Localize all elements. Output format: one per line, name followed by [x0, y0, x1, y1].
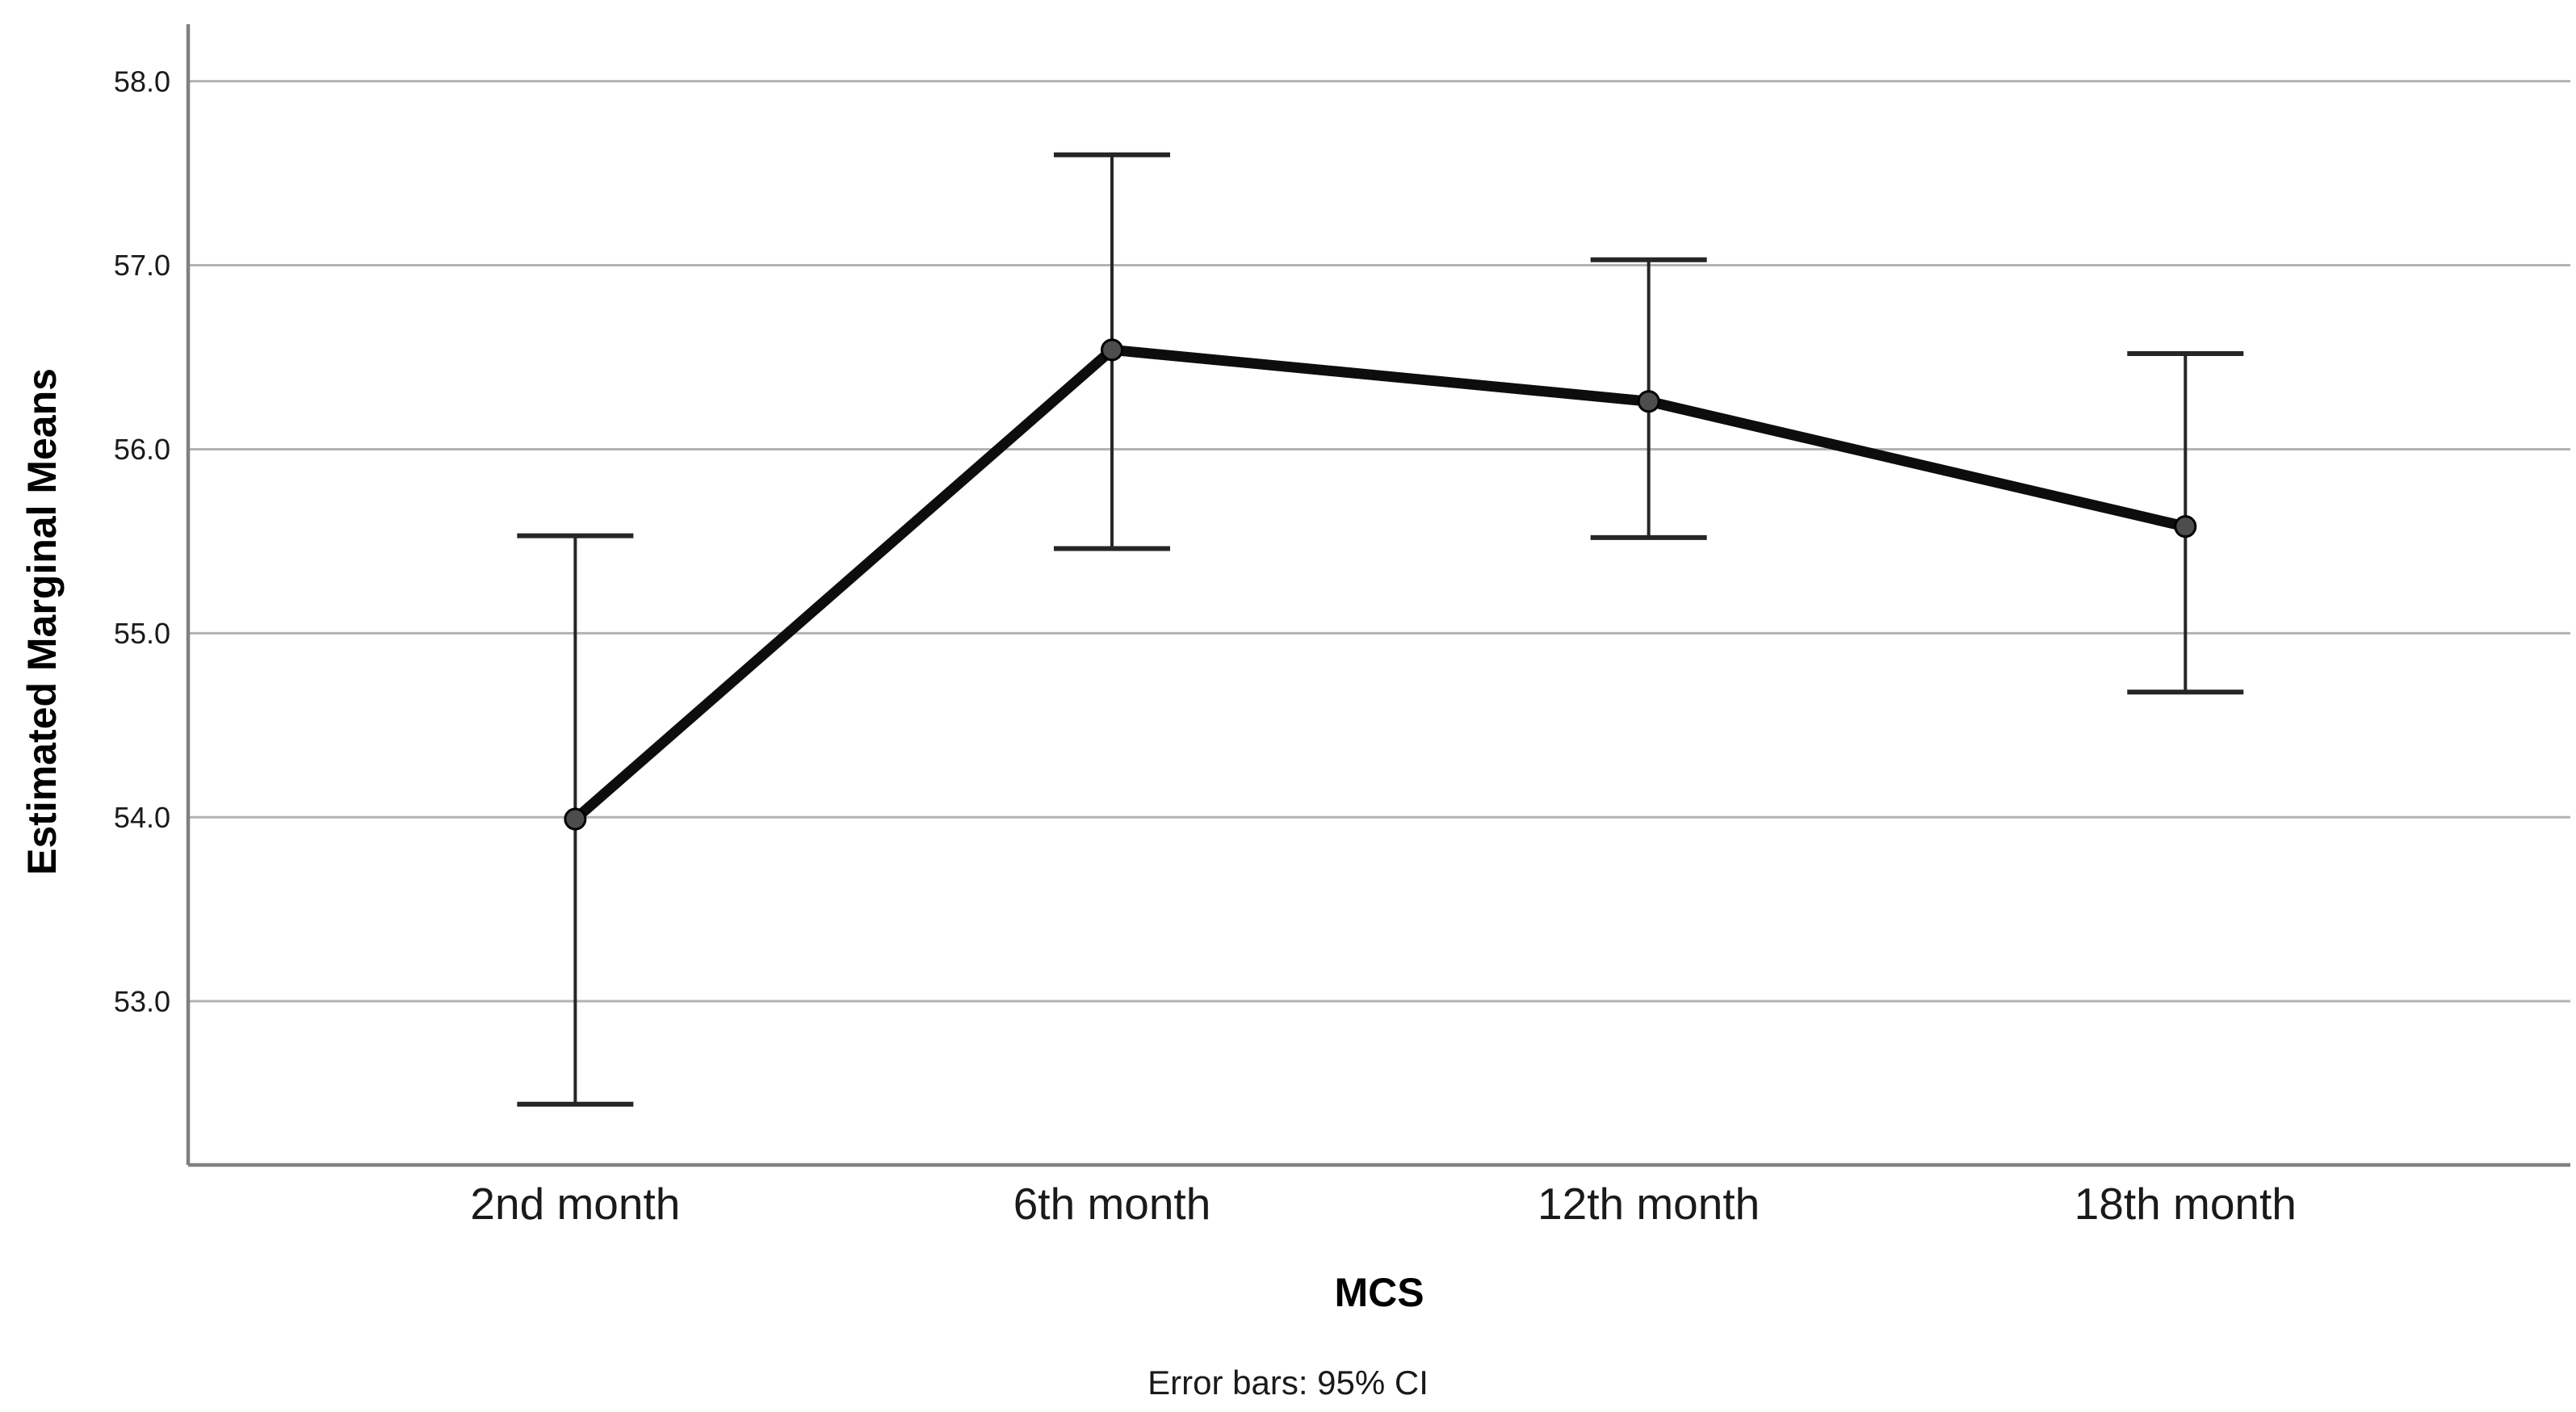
- series-line: [572, 344, 2187, 823]
- x-axis-title: MCS: [1334, 1270, 1424, 1315]
- y-tick-label: 54.0: [114, 801, 170, 834]
- error-bars-caption: Error bars: 95% CI: [1147, 1364, 1429, 1402]
- x-tick-label: 6th month: [1013, 1179, 1211, 1229]
- y-tick-label: 56.0: [114, 433, 170, 466]
- y-axis-title: Estimated Marginal Means: [19, 368, 65, 875]
- x-tick-label: 18th month: [2075, 1179, 2297, 1229]
- data-point-marker: [2174, 515, 2197, 538]
- data-point-marker: [1637, 390, 1660, 413]
- y-tick-label: 57.0: [114, 249, 170, 282]
- data-point-marker: [1101, 338, 1124, 362]
- data-point-marker: [564, 807, 587, 831]
- x-tick-label: 12th month: [1538, 1179, 1760, 1229]
- y-tick-label: 55.0: [114, 617, 170, 650]
- y-tick-label: 58.0: [114, 65, 170, 98]
- x-tick-label: 2nd month: [470, 1179, 680, 1229]
- y-tick-label: 53.0: [114, 985, 170, 1018]
